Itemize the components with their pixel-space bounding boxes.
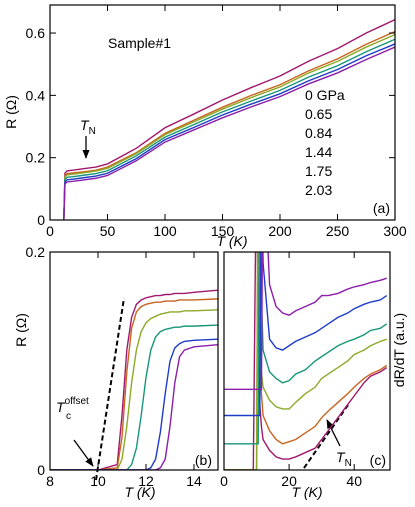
data-line: [63, 19, 395, 220]
annotation-subscript: c: [66, 411, 71, 422]
data-line: [50, 309, 218, 470]
annotation-text: T: [336, 449, 346, 465]
annotation-subscript: N: [345, 458, 352, 469]
data-line: [50, 298, 218, 470]
data-line: [224, 252, 387, 391]
data-line: [50, 343, 218, 470]
annotation-arrow: [326, 419, 341, 447]
legend-entry: 0.84: [305, 125, 332, 141]
data-line: [50, 324, 218, 470]
x-tick-label: 20: [281, 473, 297, 489]
y-tick-label: 0.6: [26, 25, 46, 41]
data-line: [63, 38, 395, 220]
legend-entry: 0 GPa: [305, 87, 345, 103]
annotation: TN: [336, 449, 352, 469]
x-tick-label: 50: [100, 223, 116, 239]
plot-area: [63, 19, 395, 220]
x-tick-label: 150: [211, 223, 235, 239]
data-line: [63, 30, 395, 220]
x-tick-label: 0: [220, 473, 228, 489]
data-line: [50, 338, 218, 470]
legend-entry: 1.75: [305, 163, 332, 179]
data-line: [224, 252, 388, 445]
legend-entry: 1.44: [305, 144, 332, 160]
data-line: [63, 33, 395, 220]
annotation-text: T: [80, 117, 90, 133]
x-tick-label: 300: [383, 223, 407, 239]
x-axis-label: T (K): [291, 484, 322, 500]
plot-area: [50, 289, 218, 470]
data-line: [224, 252, 388, 417]
annotation: Toffset c: [56, 396, 89, 422]
data-line: [50, 289, 218, 470]
panel-label: (c): [370, 452, 386, 468]
x-tick-label: 200: [268, 223, 292, 239]
x-axis-label: T (K): [216, 233, 247, 249]
y-tick-label: 0.4: [26, 87, 46, 103]
x-tick-label: 0: [46, 223, 54, 239]
annotation-text: T: [56, 399, 66, 415]
x-tick-label: 100: [153, 223, 177, 239]
y-tick-label: 0.2: [26, 244, 46, 260]
guide-line: [303, 404, 349, 469]
y-axis-label: dR/dT (a.u.): [391, 313, 407, 387]
axes-frame: [49, 251, 219, 471]
x-tick-label: 40: [346, 473, 362, 489]
y-axis-label: R (Ω): [3, 95, 19, 129]
annotation-arrow: [73, 439, 94, 467]
panel-label: (a): [373, 200, 390, 216]
y-tick-label: 0.2: [26, 150, 46, 166]
legend-entry: 0.65: [305, 106, 332, 122]
data-line: [63, 46, 395, 220]
data-line: [224, 252, 388, 470]
data-line: [63, 43, 395, 220]
legend-entry: 2.03: [305, 182, 332, 198]
annotation-superscript: offset: [65, 396, 89, 407]
extrapolation-line: [95, 297, 125, 481]
axes-frame: [223, 251, 391, 471]
y-tick-label: 0: [37, 212, 45, 228]
x-axis-label: T (K): [124, 484, 155, 500]
annotation: TN: [80, 117, 96, 137]
x-tick-label: 10: [90, 473, 106, 489]
x-tick-label: 14: [186, 473, 202, 489]
x-tick-label: 12: [138, 473, 154, 489]
panel-label: (b): [195, 452, 212, 468]
annotation-subscript: N: [89, 126, 96, 137]
plot-area: [224, 252, 388, 470]
x-tick-label: 8: [46, 473, 54, 489]
annotation: Sample#1: [108, 35, 171, 51]
y-tick-label: 0: [37, 462, 45, 478]
x-tick-label: 250: [326, 223, 350, 239]
y-axis-label: R (Ω): [13, 313, 29, 347]
